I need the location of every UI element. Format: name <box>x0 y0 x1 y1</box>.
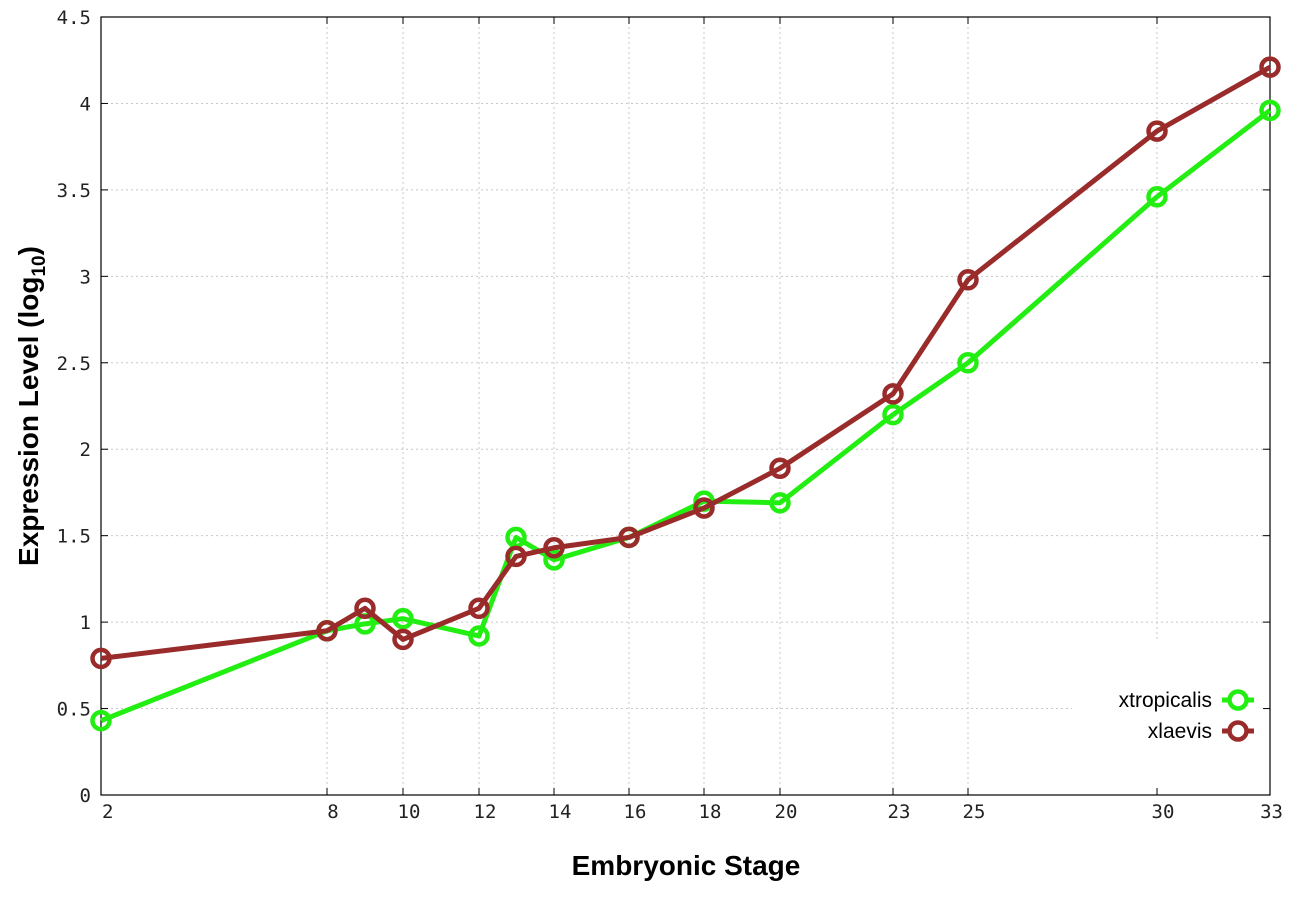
y-axis-title-main: Expression Level (log <box>13 277 44 566</box>
y-axis-title-close: ) <box>13 246 44 255</box>
data-point-xlaevis <box>316 620 338 642</box>
data-point-xlaevis <box>468 597 490 620</box>
data-point-xtropicalis <box>1259 99 1281 122</box>
data-point-xlaevis <box>882 383 904 405</box>
data-point-xlaevis <box>618 526 640 549</box>
axis-ticks: 0 0.5 1 1.5 2 2.5 3 3.5 4 4.5 2 8 10 12 14 16 18 20 23 25 30… <box>57 7 1283 823</box>
x-tick-label: 12 <box>474 801 497 823</box>
y-tick-label: 2.5 <box>57 353 91 375</box>
y-axis-title-subscript: 10 <box>29 255 50 276</box>
x-tick-label: 8 <box>327 801 338 823</box>
x-tick-label: 10 <box>398 801 421 823</box>
data-point-xlaevis <box>1146 120 1168 142</box>
data-point-xlaevis <box>90 647 112 670</box>
data-point-xlaevis <box>769 457 791 479</box>
y-tick-label: 3.5 <box>57 180 91 202</box>
x-tick-label: 25 <box>963 801 986 823</box>
y-axis-title: Expression Level (log10) <box>13 246 50 566</box>
data-point-xlaevis <box>505 545 527 568</box>
data-point-xlaevis <box>693 497 715 519</box>
series-lines <box>90 56 1281 732</box>
x-tick-label: 16 <box>624 801 647 823</box>
data-point-xlaevis <box>392 628 414 651</box>
data-point-xtropicalis <box>90 709 112 732</box>
data-point-xtropicalis <box>543 549 565 571</box>
data-point-xlaevis <box>1259 56 1281 78</box>
y-tick-label: 4.5 <box>57 7 91 29</box>
legend-marker-xtropicalis <box>1227 689 1249 711</box>
data-point-xtropicalis <box>392 607 414 630</box>
data-point-xtropicalis <box>882 403 904 426</box>
x-tick-label: 30 <box>1152 801 1175 823</box>
y-tick-label: 3 <box>80 266 91 288</box>
grid <box>101 17 1270 795</box>
x-tick-label: 33 <box>1260 801 1283 823</box>
data-point-xtropicalis <box>769 492 791 514</box>
x-tick-label: 20 <box>775 801 798 823</box>
data-point-xtropicalis <box>468 625 490 647</box>
y-tick-label: 0.5 <box>57 699 91 721</box>
data-point-xtropicalis <box>1146 186 1168 208</box>
y-tick-label: 0 <box>80 785 91 807</box>
y-tick-label: 4 <box>80 93 91 115</box>
x-axis-title: Embryonic Stage <box>572 850 801 881</box>
data-point-xlaevis <box>957 269 979 291</box>
series-line-xtropicalis <box>100 108 1272 723</box>
y-tick-label: 2 <box>80 439 91 461</box>
y-tick-label: 1 <box>80 612 91 634</box>
legend-label-xlaevis: xlaevis <box>1148 720 1212 743</box>
x-tick-label: 14 <box>549 801 572 823</box>
legend: xtropicalis xlaevis <box>1119 689 1254 743</box>
legend-marker-xlaevis <box>1227 720 1249 742</box>
legend-label-xtropicalis: xtropicalis <box>1119 689 1212 712</box>
plot-frame <box>100 16 1271 796</box>
x-tick-label: 23 <box>888 801 911 823</box>
x-tick-label: 18 <box>699 801 722 823</box>
x-tick-label: 2 <box>102 801 113 823</box>
data-point-xlaevis <box>354 597 376 620</box>
data-point-xtropicalis <box>957 352 979 374</box>
data-point-xlaevis <box>543 537 565 559</box>
y-tick-label: 1.5 <box>57 526 91 548</box>
